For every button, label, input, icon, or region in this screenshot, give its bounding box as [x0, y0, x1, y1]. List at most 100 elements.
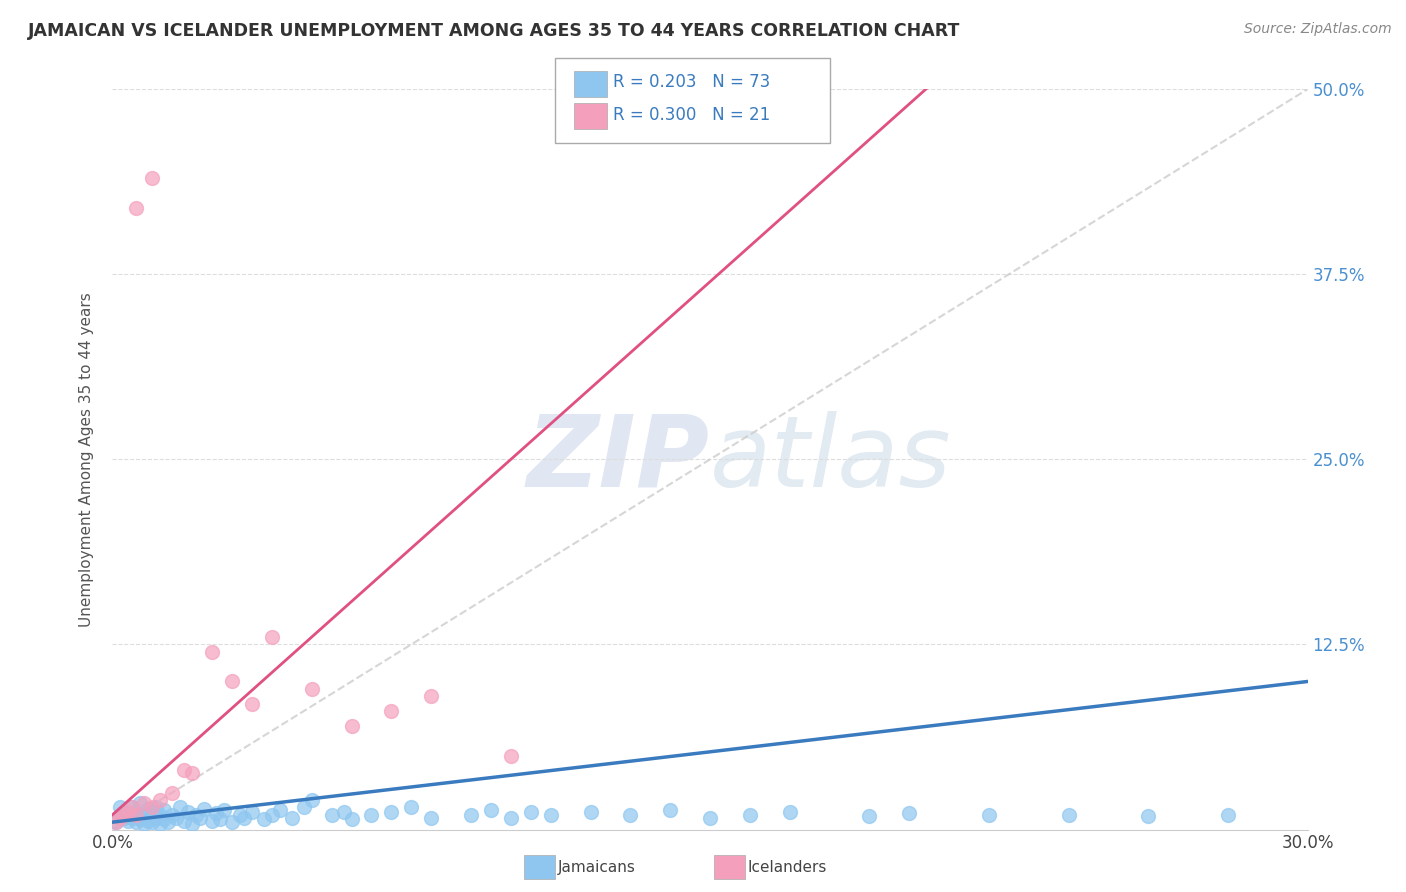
Text: Source: ZipAtlas.com: Source: ZipAtlas.com: [1244, 22, 1392, 37]
Point: [110, 807, 132, 822]
Point: [212, 803, 235, 817]
Point: [460, 807, 482, 822]
Point: [420, 811, 443, 825]
Point: [121, 800, 143, 814]
Point: [114, 805, 135, 819]
Point: [141, 171, 163, 186]
Point: [380, 805, 402, 819]
Point: [520, 805, 543, 819]
Point: [110, 811, 132, 825]
Point: [209, 812, 232, 826]
Point: [233, 811, 256, 825]
Point: [117, 814, 139, 828]
Point: [177, 805, 200, 819]
Point: [153, 812, 176, 826]
Point: [253, 812, 276, 826]
Point: [149, 793, 172, 807]
Point: [779, 805, 801, 819]
Point: [105, 815, 128, 830]
Text: Jamaicans: Jamaicans: [558, 860, 636, 874]
Point: [129, 812, 152, 826]
Point: [121, 811, 143, 825]
Point: [401, 800, 423, 814]
Point: [188, 811, 211, 825]
Point: [699, 811, 721, 825]
Point: [157, 815, 180, 830]
Point: [125, 805, 148, 819]
Point: [138, 802, 160, 816]
Text: ZIP: ZIP: [527, 411, 710, 508]
Point: [105, 815, 128, 830]
Point: [201, 645, 224, 659]
Point: [153, 803, 176, 817]
Point: [173, 764, 195, 778]
Point: [240, 697, 263, 711]
Point: [117, 807, 139, 822]
Point: [240, 805, 263, 819]
Text: atlas: atlas: [710, 411, 952, 508]
Point: [181, 816, 204, 830]
Point: [169, 800, 191, 814]
Point: [114, 811, 135, 825]
Point: [292, 800, 315, 814]
Point: [420, 690, 443, 704]
Text: R = 0.203   N = 73: R = 0.203 N = 73: [613, 73, 770, 91]
Point: [332, 805, 354, 819]
Point: [321, 807, 343, 822]
Point: [205, 806, 228, 821]
Point: [186, 807, 208, 822]
Point: [125, 807, 148, 822]
Point: [125, 815, 148, 830]
Text: R = 0.300   N = 21: R = 0.300 N = 21: [613, 106, 770, 124]
Point: [499, 811, 522, 825]
Point: [281, 811, 304, 825]
Y-axis label: Unemployment Among Ages 35 to 44 years: Unemployment Among Ages 35 to 44 years: [79, 292, 94, 627]
Point: [340, 812, 363, 826]
Text: JAMAICAN VS ICELANDER UNEMPLOYMENT AMONG AGES 35 TO 44 YEARS CORRELATION CHART: JAMAICAN VS ICELANDER UNEMPLOYMENT AMONG…: [28, 22, 960, 40]
Point: [579, 805, 602, 819]
Point: [499, 748, 522, 763]
Point: [162, 807, 183, 822]
Text: Icelanders: Icelanders: [748, 860, 827, 874]
Point: [134, 807, 156, 822]
Point: [181, 766, 204, 780]
Point: [201, 814, 224, 828]
Point: [125, 201, 148, 215]
Point: [149, 816, 172, 830]
Point: [738, 807, 761, 822]
Point: [619, 807, 641, 822]
Point: [117, 805, 139, 819]
Point: [269, 803, 291, 817]
Point: [141, 815, 163, 830]
Point: [173, 814, 195, 828]
Point: [340, 719, 363, 733]
Point: [977, 807, 1000, 822]
Point: [193, 802, 215, 816]
Point: [229, 807, 252, 822]
Point: [145, 811, 167, 825]
Point: [659, 803, 682, 817]
Point: [1137, 809, 1160, 823]
Point: [858, 809, 880, 823]
Point: [260, 630, 283, 644]
Point: [380, 704, 402, 718]
Point: [141, 805, 163, 819]
Point: [301, 793, 323, 807]
Point: [898, 806, 921, 821]
Point: [221, 815, 243, 830]
Point: [129, 796, 152, 810]
Point: [301, 681, 323, 696]
Point: [141, 800, 163, 814]
Point: [110, 800, 132, 814]
Point: [165, 811, 187, 825]
Point: [145, 800, 167, 814]
Point: [121, 800, 143, 814]
Point: [540, 807, 562, 822]
Point: [1216, 807, 1239, 822]
Point: [360, 807, 382, 822]
Point: [134, 816, 156, 830]
Point: [134, 796, 156, 810]
Point: [114, 807, 135, 822]
Point: [260, 807, 283, 822]
Point: [479, 803, 502, 817]
